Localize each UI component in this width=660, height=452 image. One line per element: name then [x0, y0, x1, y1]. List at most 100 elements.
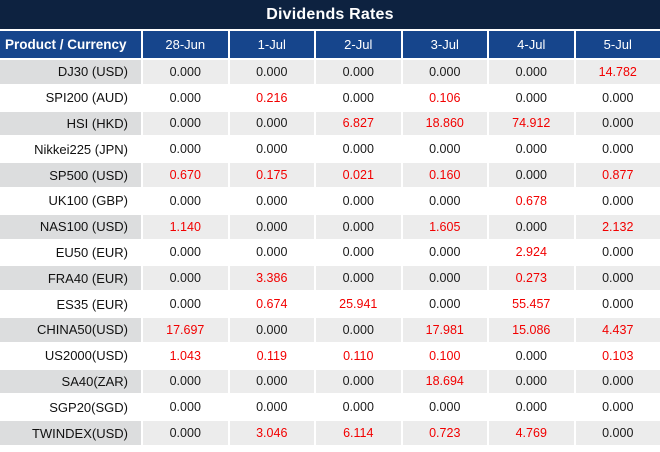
value-cell: 0.000 [143, 421, 230, 447]
value-cell: 2.132 [575, 214, 660, 241]
value-cell: 15.086 [489, 317, 576, 344]
product-cell: NAS100 (USD) [0, 214, 143, 241]
value-cell: 0.000 [402, 292, 489, 318]
value-cell: 0.000 [575, 421, 660, 447]
value-cell: 0.000 [316, 60, 403, 86]
table-row: US2000(USD) 1.043 0.119 0.110 0.100 0.000 0.10… [0, 343, 660, 370]
product-cell: ES35 (EUR) [0, 292, 143, 318]
table-row: CHINA50(USD) 17.697 0.000 0.000 17.981 15.086… [0, 317, 660, 344]
value-cell: 0.000 [489, 163, 576, 189]
column-header-5-jul: 5-Jul [575, 31, 660, 58]
value-cell: 55.457 [489, 292, 576, 318]
column-header-4-jul: 4-Jul [489, 31, 576, 58]
value-cell: 17.981 [402, 317, 489, 344]
value-cell: 0.000 [316, 395, 403, 422]
value-cell: 0.000 [143, 266, 230, 293]
value-cell: 0.000 [229, 188, 316, 215]
value-cell: 0.000 [489, 214, 576, 241]
value-cell: 0.000 [575, 395, 660, 422]
value-cell: 0.000 [316, 214, 403, 241]
value-cell: 0.000 [143, 240, 230, 267]
value-cell: 0.000 [143, 292, 230, 318]
value-cell: 4.769 [489, 421, 576, 447]
value-cell: 0.000 [229, 369, 316, 396]
value-cell: 0.000 [229, 240, 316, 267]
column-header-3-jul: 3-Jul [402, 31, 489, 58]
value-cell: 74.912 [489, 111, 576, 138]
value-cell: 0.216 [229, 85, 316, 112]
value-cell: 0.000 [489, 369, 576, 396]
value-cell: 0.000 [402, 60, 489, 86]
value-cell: 0.000 [575, 266, 660, 293]
value-cell: 0.175 [229, 163, 316, 189]
value-cell: 0.000 [316, 137, 403, 164]
value-cell: 0.678 [489, 188, 576, 215]
value-cell: 0.000 [402, 266, 489, 293]
value-cell: 25.941 [316, 292, 403, 318]
value-cell: 0.000 [316, 85, 403, 112]
title-bar: Dividends Rates [0, 0, 660, 31]
value-cell: 0.000 [316, 369, 403, 396]
value-cell: 0.000 [143, 395, 230, 422]
table-row: FRA40 (EUR) 0.000 3.386 0.000 0.000 0.273 0.00… [0, 266, 660, 293]
value-cell: 0.000 [316, 266, 403, 293]
value-cell: 0.670 [143, 163, 230, 189]
value-cell: 0.000 [489, 85, 576, 112]
value-cell: 0.000 [575, 111, 660, 138]
value-cell: 1.140 [143, 214, 230, 241]
value-cell: 1.043 [143, 343, 230, 370]
value-cell: 0.000 [575, 188, 660, 215]
table-row: EU50 (EUR) 0.000 0.000 0.000 0.000 2.924 0.000 [0, 240, 660, 267]
column-header-1-jul: 1-Jul [229, 31, 316, 58]
value-cell: 0.000 [402, 137, 489, 164]
value-cell: 0.103 [575, 343, 660, 370]
value-cell: 0.000 [229, 317, 316, 344]
value-cell: 0.000 [575, 137, 660, 164]
value-cell: 0.000 [575, 369, 660, 396]
product-cell: SP500 (USD) [0, 163, 143, 189]
table-body: DJ30 (USD) 0.000 0.000 0.000 0.000 0.000 14.78… [0, 60, 660, 447]
table-row: SA40(ZAR) 0.000 0.000 0.000 18.694 0.000 0.000 [0, 369, 660, 396]
value-cell: 0.000 [575, 85, 660, 112]
table-row: SP500 (USD) 0.670 0.175 0.021 0.160 0.000 0.87… [0, 163, 660, 189]
value-cell: 6.827 [316, 111, 403, 138]
table-row: SGP20(SGD) 0.000 0.000 0.000 0.000 0.000 0.000 [0, 395, 660, 422]
column-header-product-currency: Product / Currency [0, 31, 143, 58]
product-cell: SPI200 (AUD) [0, 85, 143, 112]
table-row: Nikkei225 (JPN) 0.000 0.000 0.000 0.000 0.000… [0, 137, 660, 164]
product-cell: CHINA50(USD) [0, 317, 143, 344]
value-cell: 0.000 [229, 137, 316, 164]
value-cell: 0.000 [489, 395, 576, 422]
value-cell: 0.000 [143, 137, 230, 164]
value-cell: 17.697 [143, 317, 230, 344]
value-cell: 0.877 [575, 163, 660, 189]
value-cell: 0.000 [143, 369, 230, 396]
value-cell: 0.000 [143, 85, 230, 112]
value-cell: 0.021 [316, 163, 403, 189]
value-cell: 0.000 [229, 60, 316, 86]
value-cell: 0.000 [489, 343, 576, 370]
page-title: Dividends Rates [266, 5, 394, 23]
value-cell: 0.000 [143, 60, 230, 86]
value-cell: 0.000 [402, 395, 489, 422]
product-cell: Nikkei225 (JPN) [0, 137, 143, 164]
value-cell: 18.694 [402, 369, 489, 396]
product-cell: FRA40 (EUR) [0, 266, 143, 293]
value-cell: 2.924 [489, 240, 576, 267]
value-cell: 14.782 [575, 60, 660, 86]
product-cell: HSI (HKD) [0, 111, 143, 138]
value-cell: 0.674 [229, 292, 316, 318]
product-cell: SA40(ZAR) [0, 369, 143, 396]
table-row: ES35 (EUR) 0.000 0.674 25.941 0.000 55.457 0.0… [0, 292, 660, 318]
table-row: NAS100 (USD) 1.140 0.000 0.000 1.605 0.000 2.1… [0, 214, 660, 241]
value-cell: 0.106 [402, 85, 489, 112]
value-cell: 0.000 [489, 60, 576, 86]
table-row: HSI (HKD) 0.000 0.000 6.827 18.860 74.912 0.00… [0, 111, 660, 138]
value-cell: 6.114 [316, 421, 403, 447]
value-cell: 0.000 [402, 188, 489, 215]
value-cell: 0.000 [402, 240, 489, 267]
value-cell: 0.000 [575, 292, 660, 318]
product-cell: EU50 (EUR) [0, 240, 143, 267]
value-cell: 3.386 [229, 266, 316, 293]
